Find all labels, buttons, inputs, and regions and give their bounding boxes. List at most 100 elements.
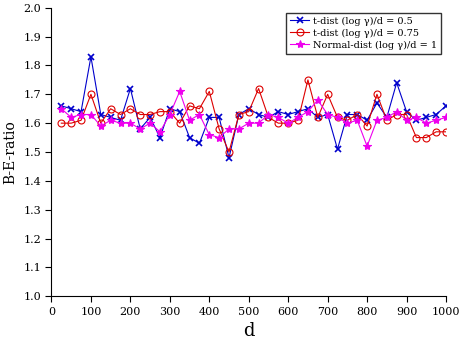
t-dist (log γ)/d = 0.5 (118, 118, 123, 122)
t-dist (log γ)/d = 0.5 (324, 112, 330, 117)
t-dist (log γ)/d = 0.5 (68, 107, 74, 111)
t-dist (log γ)/d = 0.5 (403, 109, 408, 114)
t-dist (log γ)/d = 0.5 (285, 112, 290, 117)
Normal-dist (log γ)/d = 1 (147, 121, 153, 125)
Normal-dist (log γ)/d = 1 (245, 121, 251, 125)
t-dist (log γ)/d = 0.5 (88, 55, 94, 59)
Legend: t-dist (log γ)/d = 0.5, t-dist (log γ)/d = 0.75, Normal-dist (log γ)/d = 1: t-dist (log γ)/d = 0.5, t-dist (log γ)/d… (285, 13, 440, 54)
Normal-dist (log γ)/d = 1 (137, 127, 143, 131)
t-dist (log γ)/d = 0.5 (442, 104, 448, 108)
t-dist (log γ)/d = 0.75 (255, 86, 261, 90)
Normal-dist (log γ)/d = 1 (305, 109, 310, 114)
Normal-dist (log γ)/d = 1 (423, 121, 428, 125)
t-dist (log γ)/d = 0.5 (58, 104, 64, 108)
t-dist (log γ)/d = 0.75 (423, 136, 428, 140)
t-dist (log γ)/d = 0.5 (78, 109, 84, 114)
Normal-dist (log γ)/d = 1 (127, 121, 133, 125)
Normal-dist (log γ)/d = 1 (88, 112, 94, 117)
t-dist (log γ)/d = 0.5 (127, 86, 133, 90)
Normal-dist (log γ)/d = 1 (285, 121, 290, 125)
t-dist (log γ)/d = 0.75 (157, 109, 163, 114)
t-dist (log γ)/d = 0.75 (58, 121, 64, 125)
Normal-dist (log γ)/d = 1 (363, 144, 369, 148)
t-dist (log γ)/d = 0.75 (226, 150, 232, 154)
Normal-dist (log γ)/d = 1 (413, 115, 418, 119)
Normal-dist (log γ)/d = 1 (432, 118, 438, 122)
Normal-dist (log γ)/d = 1 (373, 118, 379, 122)
t-dist (log γ)/d = 0.5 (98, 112, 103, 117)
t-dist (log γ)/d = 0.5 (413, 118, 418, 122)
Normal-dist (log γ)/d = 1 (196, 112, 202, 117)
t-dist (log γ)/d = 0.5 (137, 127, 143, 131)
t-dist (log γ)/d = 0.75 (78, 118, 84, 122)
Normal-dist (log γ)/d = 1 (167, 112, 172, 117)
t-dist (log γ)/d = 0.5 (176, 109, 182, 114)
Normal-dist (log γ)/d = 1 (68, 115, 74, 119)
t-dist (log γ)/d = 0.5 (265, 115, 271, 119)
t-dist (log γ)/d = 0.75 (413, 136, 418, 140)
t-dist (log γ)/d = 0.75 (107, 107, 113, 111)
t-dist (log γ)/d = 0.5 (245, 107, 251, 111)
t-dist (log γ)/d = 0.75 (344, 118, 350, 122)
Normal-dist (log γ)/d = 1 (98, 124, 103, 128)
Normal-dist (log γ)/d = 1 (294, 115, 300, 119)
t-dist (log γ)/d = 0.5 (383, 115, 389, 119)
Normal-dist (log γ)/d = 1 (255, 121, 261, 125)
t-dist (log γ)/d = 0.5 (216, 115, 221, 119)
t-dist (log γ)/d = 0.75 (176, 121, 182, 125)
t-dist (log γ)/d = 0.75 (354, 112, 359, 117)
t-dist (log γ)/d = 0.5 (423, 115, 428, 119)
Normal-dist (log γ)/d = 1 (383, 115, 389, 119)
Line: t-dist (log γ)/d = 0.75: t-dist (log γ)/d = 0.75 (58, 76, 449, 155)
t-dist (log γ)/d = 0.75 (206, 89, 212, 94)
t-dist (log γ)/d = 0.5 (255, 112, 261, 117)
Normal-dist (log γ)/d = 1 (314, 98, 320, 102)
t-dist (log γ)/d = 0.75 (275, 121, 281, 125)
t-dist (log γ)/d = 0.5 (354, 112, 359, 117)
t-dist (log γ)/d = 0.5 (196, 141, 202, 146)
t-dist (log γ)/d = 0.5 (206, 115, 212, 119)
t-dist (log γ)/d = 0.75 (68, 121, 74, 125)
Normal-dist (log γ)/d = 1 (107, 118, 113, 122)
t-dist (log γ)/d = 0.75 (314, 115, 320, 119)
t-dist (log γ)/d = 0.5 (167, 107, 172, 111)
t-dist (log γ)/d = 0.75 (285, 121, 290, 125)
Y-axis label: B-E-ratio: B-E-ratio (4, 120, 18, 184)
t-dist (log γ)/d = 0.75 (324, 92, 330, 96)
t-dist (log γ)/d = 0.5 (334, 147, 339, 151)
t-dist (log γ)/d = 0.75 (294, 118, 300, 122)
X-axis label: d: d (243, 322, 254, 340)
t-dist (log γ)/d = 0.75 (127, 107, 133, 111)
t-dist (log γ)/d = 0.75 (305, 78, 310, 82)
t-dist (log γ)/d = 0.75 (373, 92, 379, 96)
t-dist (log γ)/d = 0.75 (442, 130, 448, 134)
t-dist (log γ)/d = 0.5 (432, 112, 438, 117)
Normal-dist (log γ)/d = 1 (226, 127, 232, 131)
Normal-dist (log γ)/d = 1 (344, 121, 350, 125)
Normal-dist (log γ)/d = 1 (442, 115, 448, 119)
Normal-dist (log γ)/d = 1 (206, 133, 212, 137)
t-dist (log γ)/d = 0.5 (305, 107, 310, 111)
Normal-dist (log γ)/d = 1 (78, 112, 84, 117)
Normal-dist (log γ)/d = 1 (403, 118, 408, 122)
t-dist (log γ)/d = 0.75 (403, 112, 408, 117)
t-dist (log γ)/d = 0.5 (275, 109, 281, 114)
t-dist (log γ)/d = 0.75 (187, 104, 192, 108)
Normal-dist (log γ)/d = 1 (176, 89, 182, 94)
Normal-dist (log γ)/d = 1 (236, 127, 241, 131)
t-dist (log γ)/d = 0.5 (107, 115, 113, 119)
t-dist (log γ)/d = 0.75 (118, 112, 123, 117)
Normal-dist (log γ)/d = 1 (334, 115, 339, 119)
Normal-dist (log γ)/d = 1 (118, 121, 123, 125)
t-dist (log γ)/d = 0.5 (187, 136, 192, 140)
t-dist (log γ)/d = 0.5 (393, 81, 399, 85)
t-dist (log γ)/d = 0.5 (157, 136, 163, 140)
Normal-dist (log γ)/d = 1 (58, 107, 64, 111)
t-dist (log γ)/d = 0.75 (196, 107, 202, 111)
t-dist (log γ)/d = 0.75 (167, 109, 172, 114)
t-dist (log γ)/d = 0.75 (236, 112, 241, 117)
Normal-dist (log γ)/d = 1 (324, 112, 330, 117)
t-dist (log γ)/d = 0.75 (216, 127, 221, 131)
t-dist (log γ)/d = 0.75 (363, 124, 369, 128)
t-dist (log γ)/d = 0.75 (334, 115, 339, 119)
